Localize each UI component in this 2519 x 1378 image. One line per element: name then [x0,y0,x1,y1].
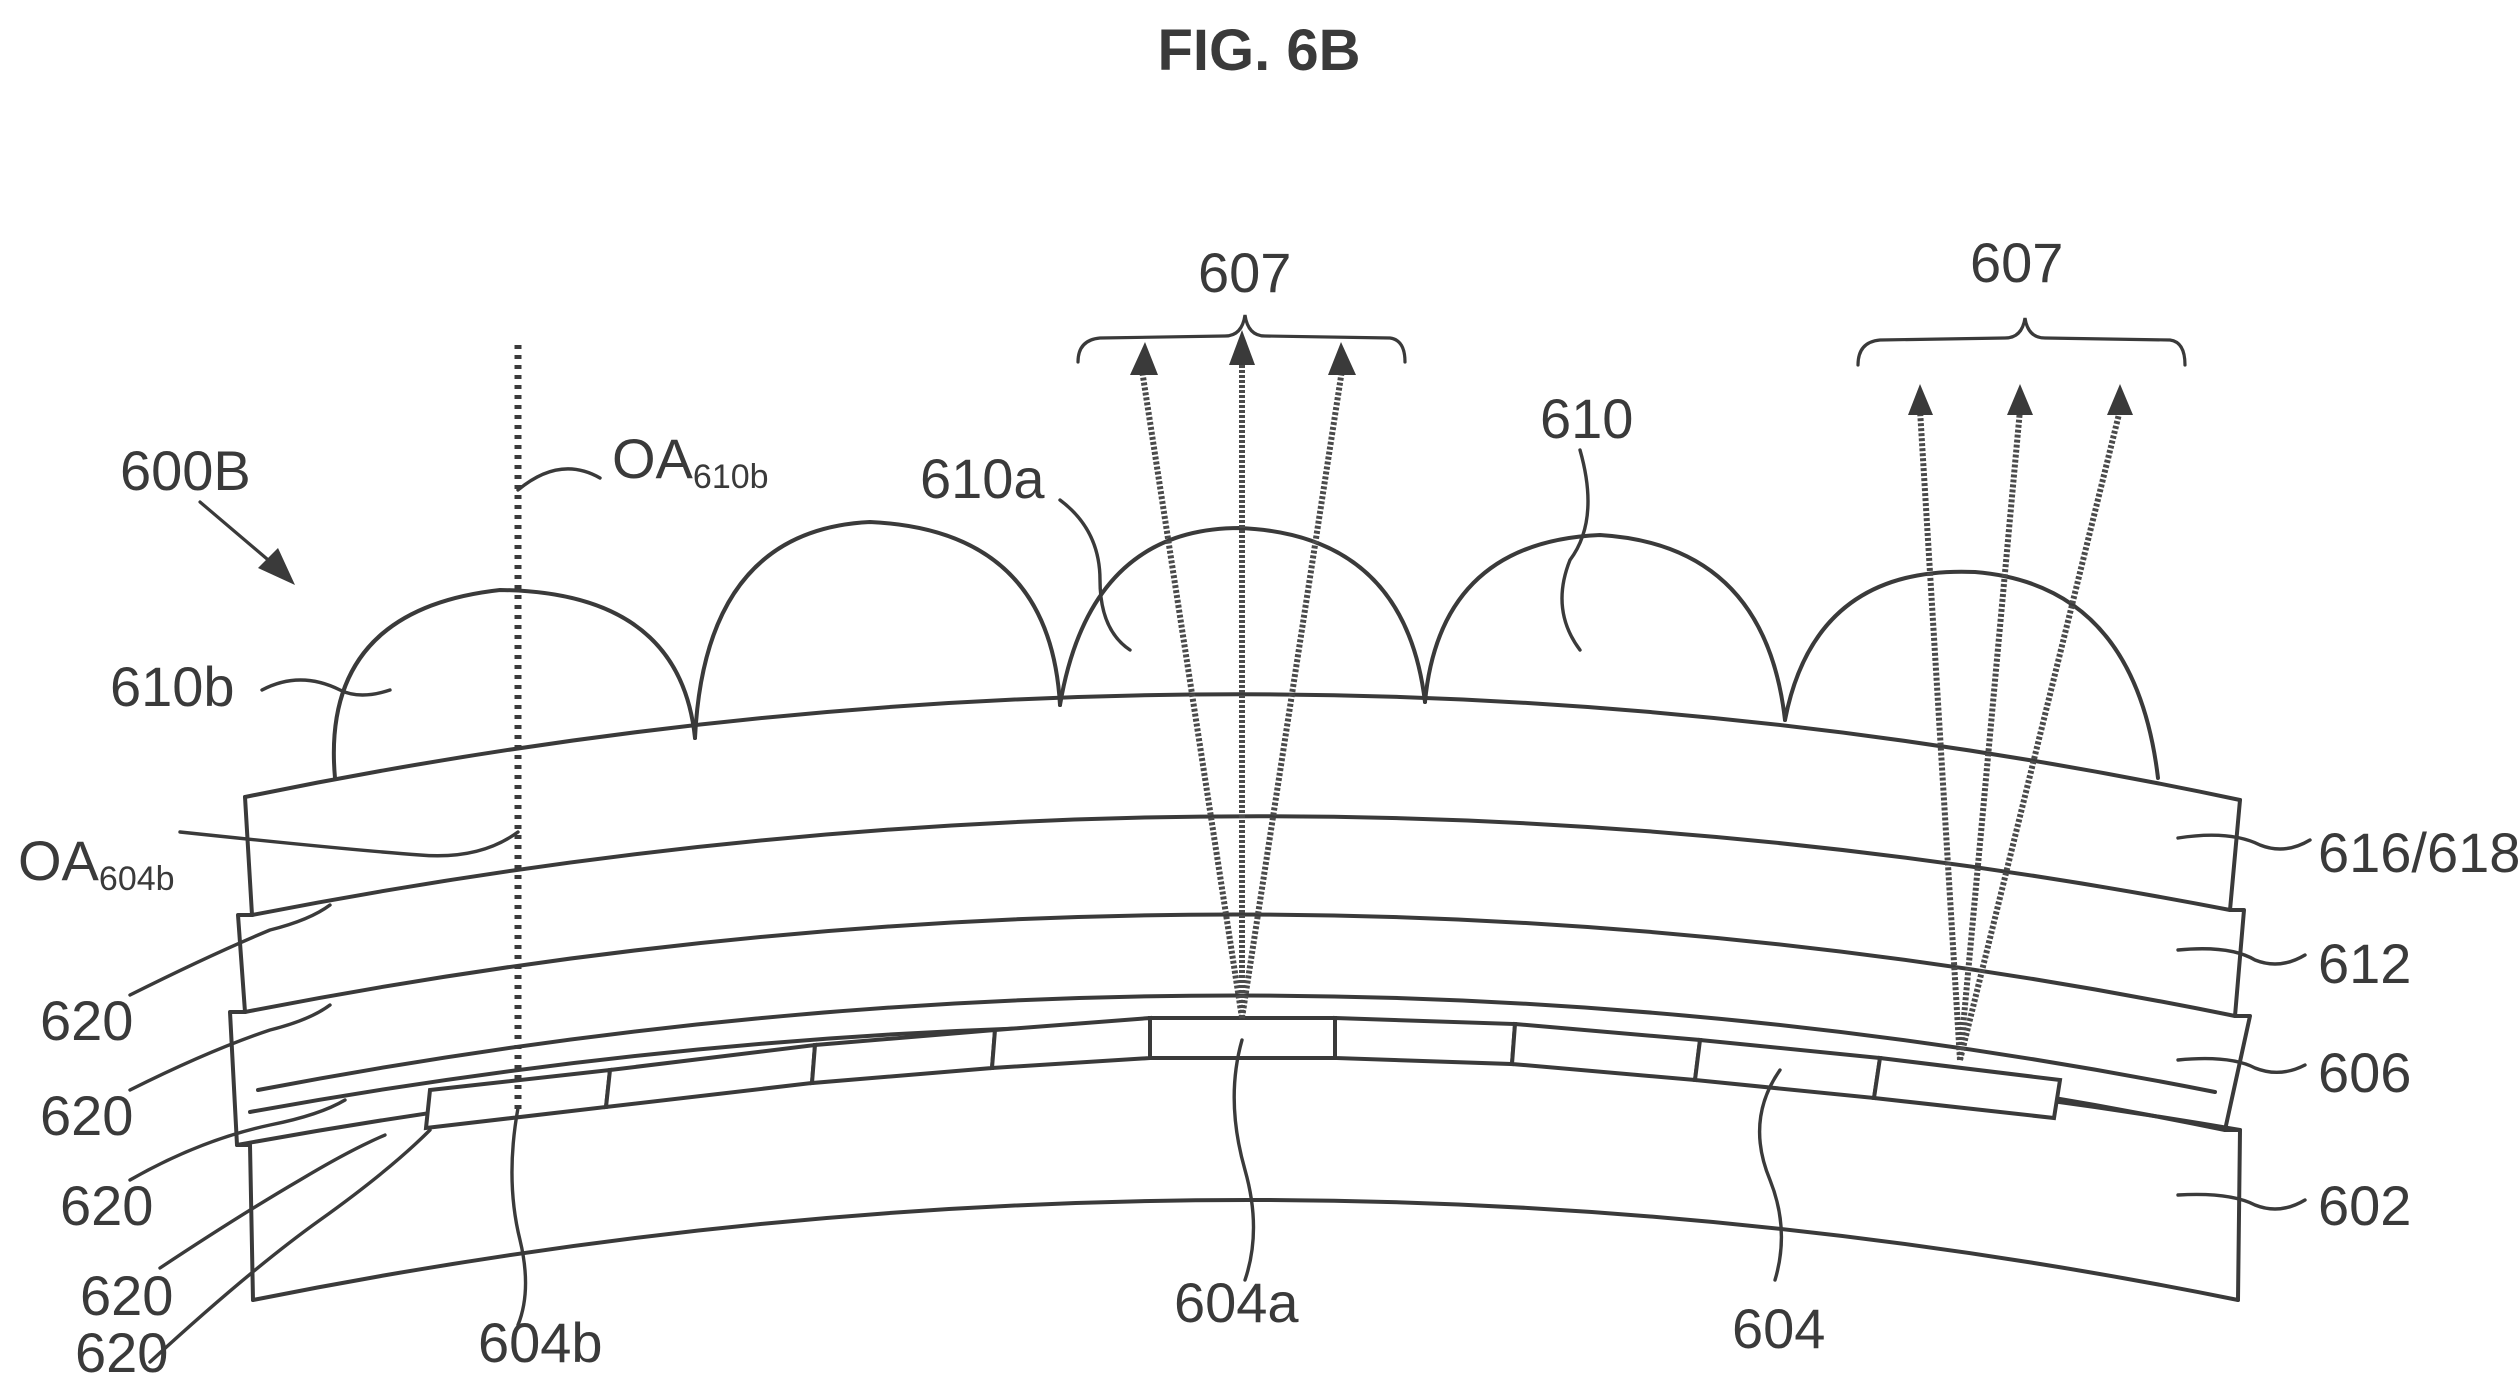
leader-pixel-604 [1760,1070,1782,1280]
label-optic-axis-lens-main: OA [612,427,694,490]
pixel [992,1018,1150,1068]
label-607-right: 607 [1970,231,2063,294]
leader-optic-axis-pixel [180,832,518,856]
leader-optic-axis-lens [518,469,600,490]
pixel [1695,1040,1880,1098]
arrow-head [1908,384,1933,415]
arrow-head [1130,342,1158,375]
label-620-3: 620 [60,1174,153,1237]
stack-left-wall [230,797,253,1300]
pixel-array [426,1018,2060,1128]
pixel-604a [1150,1018,1335,1058]
label-612: 612 [2318,932,2411,995]
arrow-head [258,548,295,585]
label-604b: 604b [478,1311,603,1374]
label-600b: 600B [120,439,251,502]
label-604a: 604a [1174,1271,1299,1334]
pixel [1512,1024,1700,1080]
leader-substrate [2178,1194,2305,1209]
pixel [1335,1018,1515,1064]
label-610: 610 [1540,387,1633,450]
lens [1785,572,2158,778]
lens-610 [1425,535,1785,720]
ray [1960,410,2120,1060]
leader-interface-1 [130,905,330,995]
arrow-head [1328,342,1356,375]
label-optic-axis-pixel: OA604b [18,829,175,898]
label-620-4: 620 [80,1264,173,1327]
arrow-head [2107,384,2133,415]
label-optic-axis-lens: OA610b [612,427,769,496]
label-610b: 610b [110,655,235,718]
label-optic-axis-pixel-sub: 604b [99,860,175,898]
figure-title: FIG. 6B [1157,18,1360,83]
reference-labels: 600B OA610b 610a 610 610b 607 607 OA604b… [18,231,2519,1374]
lens [695,522,1060,738]
label-optic-axis-pixel-main: OA [18,829,100,892]
label-616-618: 616/618 [2318,821,2519,884]
label-606: 606 [2318,1041,2411,1104]
leader-pixel-604b [512,1108,526,1325]
label-620-5: 620 [75,1321,168,1378]
label-604: 604 [1732,1297,1825,1360]
ray-group-right [1908,384,2133,1060]
leader-interface-4 [160,1135,385,1268]
leader-lens-610 [1562,450,1588,650]
label-607-left: 607 [1198,241,1291,304]
pixel [1874,1058,2060,1118]
arrow-head [2007,384,2033,415]
label-620-2: 620 [40,1084,133,1147]
label-optic-axis-lens-sub: 610b [693,458,769,496]
leader-layer-top [2178,835,2310,849]
leader-lens-610b [262,680,390,695]
leader-pixel-604a [1234,1040,1253,1280]
brace-right [1858,318,2185,365]
label-610a: 610a [920,447,1045,510]
stack-right-wall [2225,800,2250,1300]
ray [1960,410,2020,1060]
leader-lines [130,450,2310,1362]
label-620-1: 620 [40,989,133,1052]
label-602: 602 [2318,1174,2411,1237]
